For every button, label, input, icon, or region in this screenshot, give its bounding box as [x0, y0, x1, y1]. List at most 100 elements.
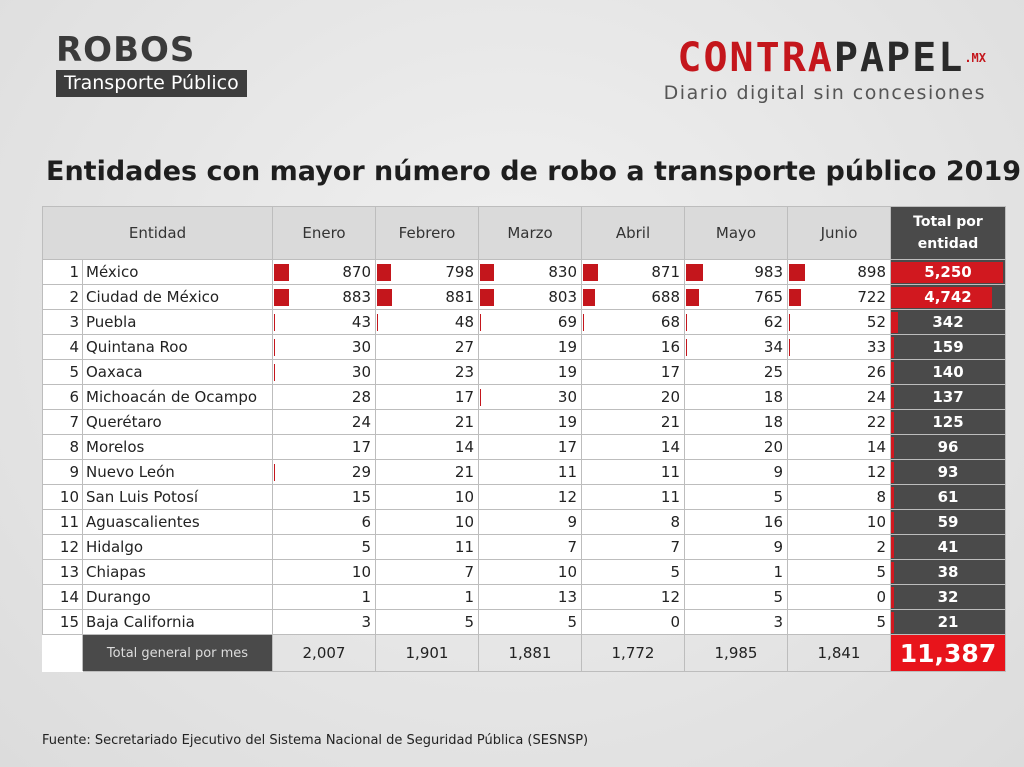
row-entity: Hidalgo [82, 534, 273, 560]
month-value: 17 [454, 388, 474, 406]
month-value: 13 [557, 588, 577, 606]
total-bar [891, 487, 894, 508]
month-cell: 14 [787, 434, 891, 460]
month-value: 20 [763, 438, 783, 456]
month-cell: 12 [581, 584, 685, 610]
row-entity: Durango [82, 584, 273, 610]
month-value: 3 [773, 613, 783, 631]
month-value: 18 [763, 388, 783, 406]
month-cell: 688 [581, 284, 685, 310]
row-entity: Puebla [82, 309, 273, 335]
month-value: 18 [763, 413, 783, 431]
table-row: 10 San Luis Potosí 15 10 12 11 5 8 61 [42, 484, 1006, 510]
total-cell: 342 [890, 309, 1006, 335]
month-cell: 12 [478, 484, 582, 510]
table-header-row: Entidad Enero Febrero Marzo Abril Mayo J… [42, 206, 1006, 260]
month-cell: 27 [375, 334, 479, 360]
total-cell: 137 [890, 384, 1006, 410]
month-cell: 19 [478, 334, 582, 360]
month-value: 871 [651, 263, 680, 281]
month-value: 765 [754, 288, 783, 306]
month-cell: 983 [684, 259, 788, 285]
month-cell: 798 [375, 259, 479, 285]
month-bar [274, 339, 275, 356]
month-cell: 52 [787, 309, 891, 335]
month-cell: 69 [478, 309, 582, 335]
row-entity: Baja California [82, 609, 273, 635]
month-value: 11 [660, 463, 680, 481]
month-cell: 16 [684, 509, 788, 535]
total-cell: 96 [890, 434, 1006, 460]
month-value: 20 [660, 388, 680, 406]
month-cell: 10 [375, 484, 479, 510]
month-cell: 11 [375, 534, 479, 560]
total-bar [891, 562, 894, 583]
table-footer-row: Total general por mes 2,007 1,901 1,881 … [42, 634, 1006, 672]
month-bar [480, 264, 495, 281]
month-value: 21 [454, 413, 474, 431]
month-cell: 43 [272, 309, 376, 335]
month-cell: 21 [375, 409, 479, 435]
month-value: 43 [351, 313, 371, 331]
total-cell: 32 [890, 584, 1006, 610]
month-value: 17 [351, 438, 371, 456]
month-bar [789, 264, 805, 281]
total-cell: 61 [890, 484, 1006, 510]
month-value: 830 [548, 263, 577, 281]
brand-tagline: Diario digital sin concesiones [663, 82, 986, 104]
month-bar [377, 264, 391, 281]
month-bar [480, 389, 481, 406]
total-cell: 140 [890, 359, 1006, 385]
total-value: 125 [932, 413, 964, 431]
month-value: 23 [454, 363, 474, 381]
month-value: 29 [351, 463, 371, 481]
footer-month-total: 2,007 [272, 634, 376, 672]
month-cell: 0 [581, 609, 685, 635]
month-cell: 870 [272, 259, 376, 285]
month-value: 68 [660, 313, 680, 331]
footer-month-total: 1,985 [684, 634, 788, 672]
month-value: 48 [454, 313, 474, 331]
month-value: 52 [866, 313, 886, 331]
month-cell: 24 [787, 384, 891, 410]
month-cell: 15 [272, 484, 376, 510]
month-cell: 1 [272, 584, 376, 610]
month-cell: 8 [581, 509, 685, 535]
month-cell: 25 [684, 359, 788, 385]
total-cell: 4,742 [890, 284, 1006, 310]
month-bar [274, 464, 275, 481]
month-cell: 3 [684, 609, 788, 635]
row-rank: 15 [42, 609, 83, 635]
month-cell: 5 [787, 609, 891, 635]
month-value: 16 [763, 513, 783, 531]
month-value: 10 [557, 563, 577, 581]
month-value: 8 [670, 513, 680, 531]
month-cell: 19 [478, 359, 582, 385]
month-value: 10 [454, 513, 474, 531]
footer-month-total: 1,772 [581, 634, 685, 672]
month-cell: 3 [272, 609, 376, 635]
source-note: Fuente: Secretariado Ejecutivo del Siste… [42, 733, 589, 748]
table-row: 7 Querétaro 24 21 19 21 18 22 125 [42, 409, 1006, 435]
chart-title: Entidades con mayor número de robo a tra… [46, 156, 1022, 187]
table-row: 3 Puebla 43 48 69 68 62 52 342 [42, 309, 1006, 335]
month-value: 16 [660, 338, 680, 356]
month-cell: 1 [375, 584, 479, 610]
month-bar [377, 314, 378, 331]
month-cell: 30 [478, 384, 582, 410]
month-value: 11 [557, 463, 577, 481]
month-value: 19 [557, 363, 577, 381]
month-value: 12 [866, 463, 886, 481]
month-cell: 11 [478, 459, 582, 485]
month-cell: 881 [375, 284, 479, 310]
table-row: 6 Michoacán de Ocampo 28 17 30 20 18 24 137 [42, 384, 1006, 410]
total-value: 93 [937, 463, 959, 481]
footer-month-total: 1,881 [478, 634, 582, 672]
month-cell: 14 [581, 434, 685, 460]
month-cell: 19 [478, 409, 582, 435]
month-value: 33 [866, 338, 886, 356]
month-value: 10 [454, 488, 474, 506]
col-header-marzo: Marzo [478, 206, 582, 260]
table-row: 11 Aguascalientes 6 10 9 8 16 10 59 [42, 509, 1006, 535]
month-cell: 5 [684, 484, 788, 510]
